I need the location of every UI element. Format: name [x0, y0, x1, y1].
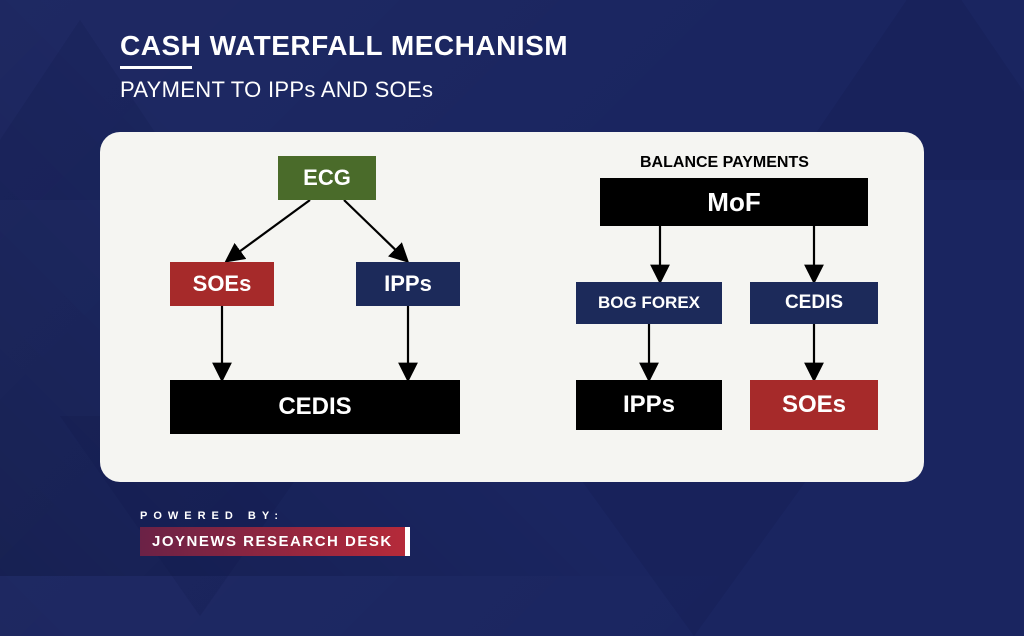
bg-triangle [564, 456, 824, 636]
balance-payments-heading: BALANCE PAYMENTS [640, 154, 809, 172]
node-cedis: CEDIS [170, 380, 460, 434]
node-soes2: SOEs [750, 380, 878, 430]
title-underline [120, 66, 192, 69]
node-mof: MoF [600, 178, 868, 226]
page-title: CASH WATERFALL MECHANISM [120, 30, 568, 62]
page-subtitle: PAYMENT TO IPPs AND SOEs [120, 77, 568, 103]
arrow [228, 200, 310, 260]
header: CASH WATERFALL MECHANISM PAYMENT TO IPPs… [120, 30, 568, 103]
node-soes: SOEs [170, 262, 274, 306]
node-cedis2: CEDIS [750, 282, 878, 324]
footer: POWERED BY: JOYNEWS RESEARCH DESK [140, 510, 410, 556]
powered-by-label: POWERED BY: [140, 510, 410, 522]
node-ipps2: IPPs [576, 380, 722, 430]
arrow [344, 200, 406, 260]
node-ipps: IPPs [356, 262, 460, 306]
node-ecg: ECG [278, 156, 376, 200]
diagram-card: ECG SOEs IPPs CEDIS BALANCE PAYMENTS MoF BOG F… [100, 132, 924, 482]
brand-badge: JOYNEWS RESEARCH DESK [140, 527, 410, 556]
node-bogforex: BOG FOREX [576, 282, 722, 324]
